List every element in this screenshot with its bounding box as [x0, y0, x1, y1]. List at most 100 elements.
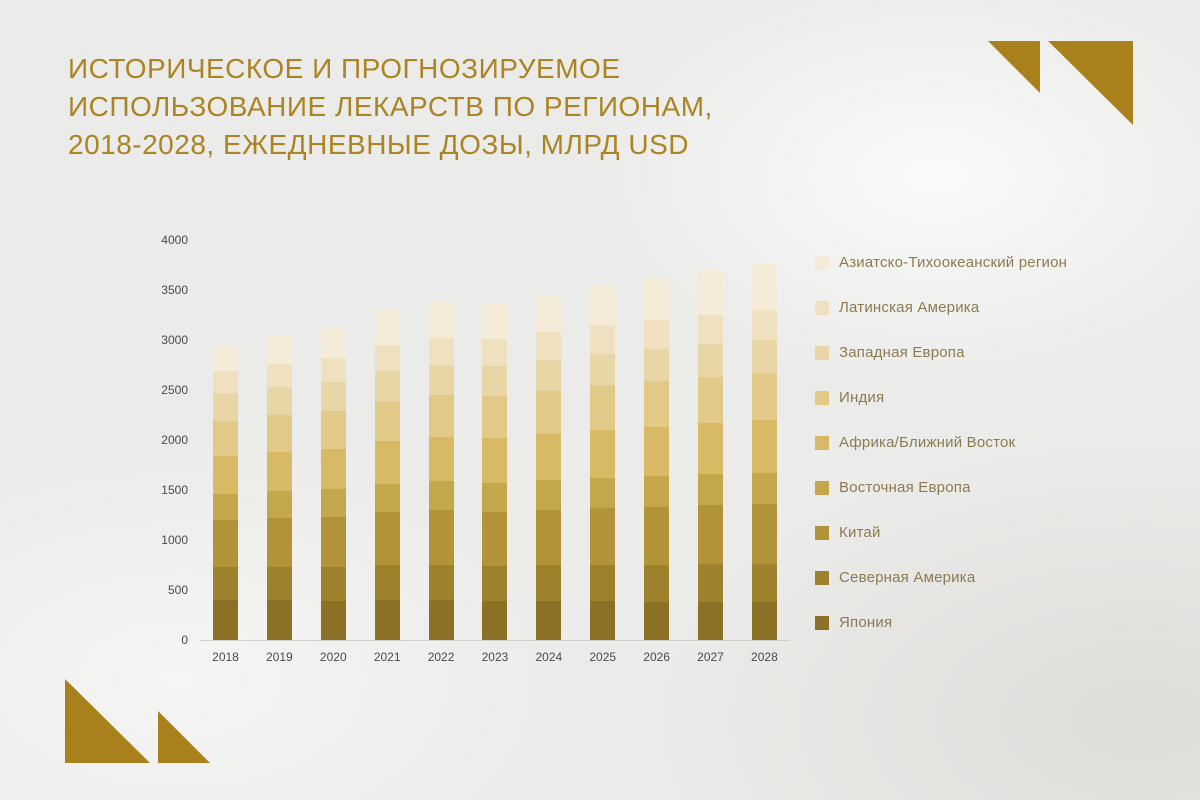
bar-segment [590, 353, 616, 385]
bar-segment [213, 493, 238, 520]
legend-label: Япония [839, 614, 893, 631]
bar-column: 2025 [589, 240, 616, 664]
bar-segment [751, 372, 777, 420]
bar-segment [751, 420, 777, 473]
bar-segment [266, 415, 292, 452]
bars-area: 2018 2019 2020 2021 2022 2023 2024 2025 2026 2027… [200, 240, 790, 664]
logo-mark-icon [988, 41, 1133, 125]
chart-title-line-1: ИСТОРИЧЕСКОЕ И ПРОГНОЗИРУЕМОЕ [68, 53, 621, 84]
bar-segment [590, 385, 616, 430]
legend-swatch-icon [815, 300, 829, 315]
bar-segment [536, 359, 562, 391]
bar-segment [644, 601, 670, 640]
legend-label: Западная Европа [839, 344, 965, 361]
legend-swatch-icon [815, 435, 829, 450]
bar-segment [320, 448, 346, 489]
y-tick-label: 4000 [161, 233, 188, 247]
y-tick-label: 2000 [161, 433, 188, 447]
bar-segment [590, 477, 616, 508]
bar-stack [536, 295, 562, 640]
chart-title-line-3: 2018-2028, ЕЖЕДНЕВНЫЕ ДОЗЫ, МЛРД USD [68, 129, 690, 160]
legend-item: Африка/Ближний Восток [815, 432, 1067, 453]
bar-segment [374, 483, 400, 512]
bar-segment [320, 600, 346, 640]
legend-item: Азиатско-Тихоокеанский регион [815, 252, 1067, 273]
bar-segment [590, 325, 616, 354]
bar-stack [213, 345, 238, 640]
bar-segment [751, 264, 777, 310]
legend-label: Азиатско-Тихоокеанский регион [839, 254, 1068, 271]
legend-swatch-icon [815, 525, 829, 540]
y-tick-label: 3000 [161, 333, 188, 347]
bar-column: 2020 [320, 240, 347, 664]
legend-label: Латинская Америка [839, 299, 980, 316]
bar-segment [698, 344, 724, 377]
bar-segment [536, 601, 562, 640]
bar-segment [428, 510, 454, 565]
x-tick-label: 2023 [481, 650, 509, 664]
bar-segment [644, 381, 670, 427]
chart-title: ИСТОРИЧЕСКОЕ И ПРОГНОЗИРУЕМОЕ ИСПОЛЬЗОВА… [68, 50, 713, 164]
x-tick-label: 2021 [373, 650, 401, 664]
bar-column: 2022 [428, 240, 454, 664]
bar-segment [751, 504, 777, 564]
bar-segment [374, 310, 400, 345]
bar-column: 2024 [535, 240, 562, 664]
bar-segment [698, 270, 724, 315]
bar-column: 2028 [751, 240, 778, 664]
bar-segment [482, 601, 508, 640]
bar-segment [698, 423, 724, 474]
x-tick-label: 2026 [643, 650, 670, 664]
bar-segment [644, 278, 670, 320]
bar-column: 2018 [212, 240, 239, 664]
bar-segment [428, 481, 454, 510]
bar-segment [536, 480, 562, 510]
x-tick-label: 2020 [319, 650, 347, 664]
bar-segment [751, 564, 777, 602]
bar-segment [482, 565, 508, 601]
chart-title-line-2: ИСПОЛЬЗОВАНИЕ ЛЕКАРСТВ ПО РЕГИОНАМ, [68, 91, 713, 122]
bar-segment [213, 567, 238, 600]
legend-item: Китай [815, 522, 1067, 543]
bar-segment [751, 309, 777, 340]
legend-swatch-icon [815, 255, 829, 270]
bar-segment [213, 520, 238, 567]
legend-item: Латинская Америка [815, 297, 1067, 318]
bar-stack [482, 303, 508, 640]
legend-swatch-icon [815, 480, 829, 495]
bar-segment [644, 426, 670, 476]
bar-segment [213, 393, 238, 421]
bar-segment [266, 600, 292, 640]
legend-label: Северная Америка [839, 569, 976, 586]
bar-segment [266, 451, 292, 491]
chart-legend: Азиатско-Тихоокеанский регион Латинская А… [815, 252, 1067, 657]
bar-segment [320, 357, 346, 382]
bar-segment [698, 314, 724, 344]
bar-segment [644, 564, 670, 602]
bar-segment [644, 506, 670, 565]
bar-segment [320, 566, 346, 601]
logo-mark-top-right [988, 40, 1133, 126]
bar-column: 2021 [374, 240, 401, 664]
legend-label: Восточная Европа [839, 479, 971, 496]
y-tick-label: 0 [181, 633, 188, 647]
y-tick-label: 500 [167, 583, 188, 597]
bar-segment [482, 437, 508, 483]
bar-stack [644, 278, 670, 640]
legend-label: Китай [839, 524, 881, 541]
bar-stack [320, 327, 346, 640]
legend-swatch-icon [815, 570, 829, 585]
bar-segment [482, 303, 508, 339]
bar-segment [374, 600, 400, 640]
bar-stack [266, 335, 292, 640]
bar-segment [482, 396, 508, 438]
x-tick-label: 2019 [266, 650, 293, 664]
legend-label: Африка/Ближний Восток [839, 434, 1016, 451]
bar-segment [698, 376, 724, 423]
bar-segment [320, 489, 346, 517]
bar-segment [536, 390, 562, 434]
bar-segment [536, 565, 562, 601]
bar-segment [266, 490, 292, 518]
bar-segment [536, 332, 562, 360]
bar-segment [428, 564, 454, 600]
